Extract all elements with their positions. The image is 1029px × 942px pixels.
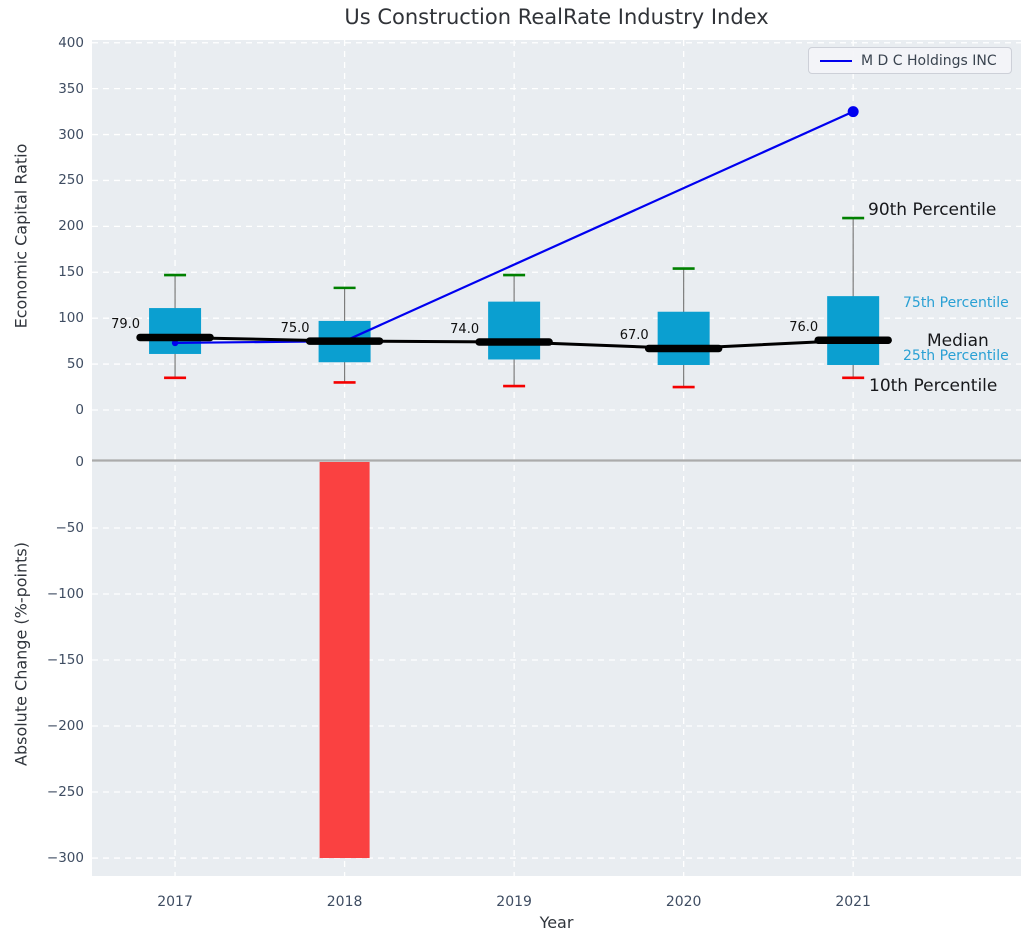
y-axis-label-bottom: Absolute Change (%-points) xyxy=(11,542,31,766)
ytick-bottom-0: 0 xyxy=(75,453,84,470)
ytick-bottom--200: −200 xyxy=(46,718,84,735)
legend-line-swatch xyxy=(820,59,852,62)
ytick-top-350: 350 xyxy=(58,80,84,97)
bottom-plot-area xyxy=(92,432,1021,876)
chart-title: Us Construction RealRate Industry Index xyxy=(344,5,769,29)
annotation-25th-percentile: 25th Percentile xyxy=(903,348,1009,364)
ytick-top-300: 300 xyxy=(58,126,84,143)
annotation-10th-percentile: 10th Percentile xyxy=(869,376,998,396)
ytick-top-100: 100 xyxy=(58,310,84,327)
median-label-2017: 79.0 xyxy=(111,317,141,333)
ytick-top-50: 50 xyxy=(66,356,84,373)
annotation-median: Median xyxy=(927,331,989,351)
median-label-2021: 76.0 xyxy=(789,320,819,336)
xtick-2017: 2017 xyxy=(157,894,193,910)
ytick-bottom--50: −50 xyxy=(55,519,85,536)
ytick-top-0: 0 xyxy=(75,401,84,418)
legend: M D C Holdings INC xyxy=(808,47,1012,74)
annotation-90th-percentile: 90th Percentile xyxy=(868,200,997,220)
legend-label: M D C Holdings INC xyxy=(861,52,997,69)
ytick-top-250: 250 xyxy=(58,172,84,189)
xtick-2021: 2021 xyxy=(835,894,871,910)
ytick-bottom--100: −100 xyxy=(46,585,84,602)
annotation-75th-percentile: 75th Percentile xyxy=(903,295,1009,311)
xtick-2018: 2018 xyxy=(326,894,363,910)
ytick-bottom--150: −150 xyxy=(46,652,84,668)
y-axis-label-top: Economic Capital Ratio xyxy=(11,143,31,329)
xtick-2019: 2019 xyxy=(496,894,532,910)
median-label-2019: 74.0 xyxy=(450,322,480,338)
top-plot-area xyxy=(92,40,1021,432)
x-axis-label: Year xyxy=(539,913,574,932)
median-label-2020: 67.0 xyxy=(619,328,649,344)
ytick-bottom--250: −250 xyxy=(46,784,84,801)
ytick-top-200: 200 xyxy=(58,218,84,235)
ytick-bottom--300: −300 xyxy=(46,850,84,867)
ytick-top-150: 150 xyxy=(58,264,84,281)
xtick-2020: 2020 xyxy=(665,894,702,910)
ytick-top-400: 400 xyxy=(58,34,84,51)
median-label-2018: 75.0 xyxy=(280,321,310,337)
